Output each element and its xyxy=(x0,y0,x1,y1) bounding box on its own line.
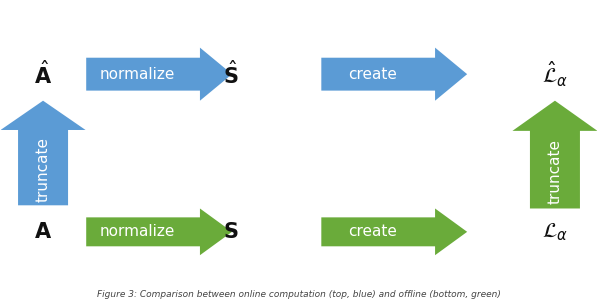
Text: $\mathbf{A}$: $\mathbf{A}$ xyxy=(34,222,52,242)
Polygon shape xyxy=(321,48,467,101)
Polygon shape xyxy=(512,101,597,208)
Text: $\hat{\mathbf{S}}$: $\hat{\mathbf{S}}$ xyxy=(223,60,238,88)
Text: normalize: normalize xyxy=(100,224,175,239)
Text: $\hat{\mathcal{L}}_{\alpha}$: $\hat{\mathcal{L}}_{\alpha}$ xyxy=(542,60,568,89)
Polygon shape xyxy=(1,101,86,205)
Text: $\mathcal{L}_{\alpha}$: $\mathcal{L}_{\alpha}$ xyxy=(542,221,568,243)
Polygon shape xyxy=(321,208,467,255)
Text: truncate: truncate xyxy=(35,137,51,202)
Polygon shape xyxy=(86,48,232,101)
Text: create: create xyxy=(348,67,397,82)
Text: Figure 3: Comparison between online computation (top, blue) and offline (bottom,: Figure 3: Comparison between online comp… xyxy=(97,289,501,299)
Text: $\mathbf{S}$: $\mathbf{S}$ xyxy=(223,222,238,242)
Polygon shape xyxy=(86,208,232,255)
Text: normalize: normalize xyxy=(100,67,175,82)
Text: create: create xyxy=(348,224,397,239)
Text: truncate: truncate xyxy=(547,139,563,204)
Text: $\hat{\mathbf{A}}$: $\hat{\mathbf{A}}$ xyxy=(34,60,52,88)
